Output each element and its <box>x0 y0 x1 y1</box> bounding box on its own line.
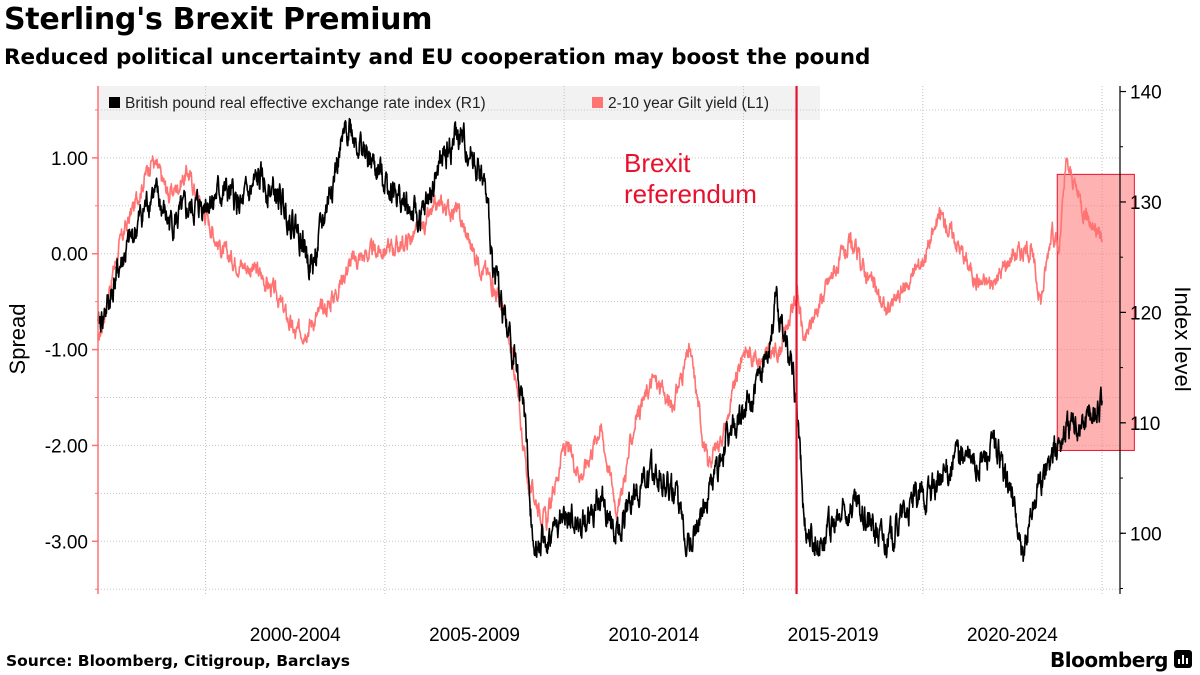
legend-swatch-gilt <box>592 97 603 108</box>
right-tick-label: 110 <box>1130 414 1160 435</box>
bloomberg-bars-icon <box>1174 650 1192 668</box>
left-axis-label: Spread <box>5 304 30 375</box>
brexit-annotation-line-1: Brexit <box>624 148 691 178</box>
axes <box>92 86 1126 594</box>
chart-title: Sterling's Brexit Premium <box>4 2 433 37</box>
right-tick-label: 130 <box>1130 193 1162 214</box>
left-tick-label: -1.00 <box>45 341 88 362</box>
x-tick-label-3: 2015-2019 <box>788 625 879 646</box>
legend: British pound real effective exchange ra… <box>109 95 769 112</box>
left-tick-label: 1.00 <box>51 149 88 170</box>
x-tick-label-4: 2020-2024 <box>967 625 1058 646</box>
right-axis-label: Index level <box>1170 286 1195 391</box>
series-line-gilt-yield <box>97 155 1103 531</box>
left-tick-label: -2.00 <box>45 436 88 457</box>
tick-labels: 1.00 0.00 -1.00 -2.00 -3.00 140 130 120 110 100 20… <box>45 83 1162 646</box>
x-tick-label-0: 2000-2004 <box>250 625 341 646</box>
x-tick-label-2: 2010-2014 <box>608 625 699 646</box>
legend-label-gilt: 2-10 year Gilt yield (L1) <box>608 95 769 112</box>
series-line-reer-index <box>97 117 1103 562</box>
left-tick-label: -3.00 <box>45 532 88 553</box>
gridlines <box>98 86 1120 594</box>
source-note: Source: Bloomberg, Citigroup, Barclays <box>6 652 350 670</box>
right-tick-label: 140 <box>1130 83 1162 104</box>
legend-swatch-reer <box>109 97 120 108</box>
left-tick-label: 0.00 <box>51 245 88 266</box>
brexit-annotation-line-2: referendum <box>624 179 757 209</box>
right-tick-label: 120 <box>1130 303 1162 324</box>
legend-label-reer: British pound real effective exchange ra… <box>125 95 486 112</box>
x-tick-label-1: 2005-2009 <box>429 625 520 646</box>
legend-background <box>98 86 820 120</box>
right-tick-label: 100 <box>1130 524 1162 545</box>
series-layer <box>97 117 1103 562</box>
brand-logo: Bloomberg <box>1050 648 1168 672</box>
chart-subtitle: Reduced political uncertainty and EU coo… <box>4 45 871 70</box>
